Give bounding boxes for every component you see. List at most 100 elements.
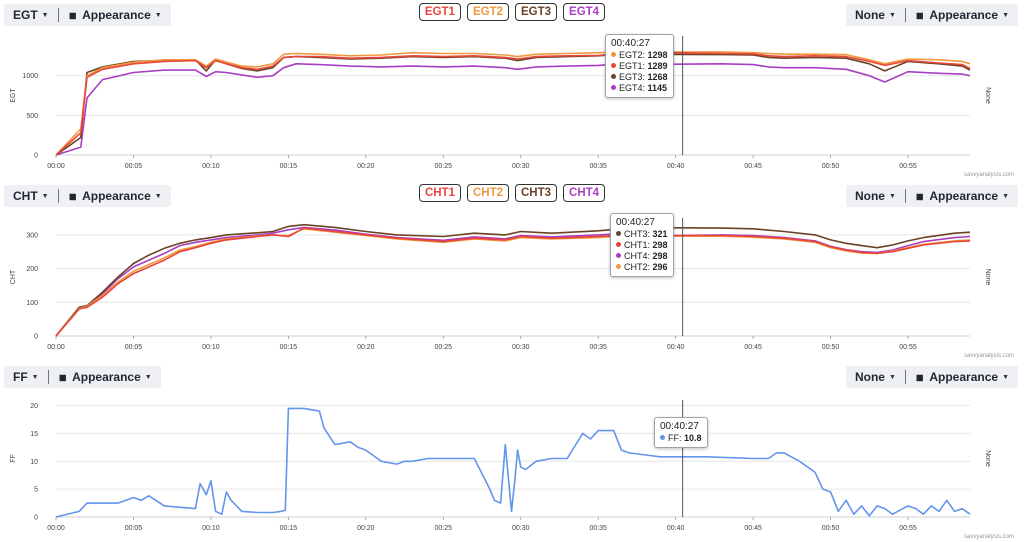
tooltip-time: 00:40:27	[611, 38, 650, 49]
x-tick-label: 00:35	[589, 525, 607, 532]
legend-item-cht4[interactable]: CHT4	[563, 184, 606, 202]
appearance-label: Appearance	[929, 370, 999, 384]
y-tick-label: 1000	[22, 73, 38, 80]
series-line-egt1	[55, 51, 971, 156]
egt-appearance-button[interactable]: ◆ Appearance ▼	[59, 8, 171, 23]
y-tick-label: 100	[26, 300, 38, 307]
y-axis-title: EGT	[10, 88, 17, 103]
cht-right-appearance-button[interactable]: ◆ Appearance ▼	[906, 189, 1018, 204]
legend-item-egt3[interactable]: EGT3	[515, 3, 558, 21]
chevron-down-icon: ▼	[154, 11, 162, 19]
egt-right-controls: None ▼ ◆ Appearance ▼	[845, 4, 1018, 26]
y-tick-label: 10	[30, 459, 38, 466]
ff-appearance-button[interactable]: ◆ Appearance ▼	[49, 370, 161, 385]
ff-right-select[interactable]: None ▼	[846, 370, 905, 384]
egt-right-appearance-button[interactable]: ◆ Appearance ▼	[906, 8, 1018, 23]
chevron-down-icon: ▼	[41, 11, 49, 19]
x-tick-label: 00:35	[589, 344, 607, 351]
tooltip-row: FF: 10.8	[660, 433, 702, 444]
ff-metric-select[interactable]: FF ▼	[4, 370, 48, 384]
series-dot	[616, 242, 621, 247]
x-tick-label: 00:55	[899, 344, 917, 351]
ff-right-controls: None ▼ ◆ Appearance ▼	[845, 366, 1018, 388]
cht-metric-select[interactable]: CHT ▼	[4, 189, 58, 203]
tooltip-value: 298	[652, 240, 668, 250]
egt-legend: EGT1 EGT2 EGT3 EGT4	[0, 3, 1024, 21]
tooltip-row: EGT4: 1145	[611, 83, 668, 94]
right-select-label: None	[854, 370, 885, 384]
legend-item-egt1[interactable]: EGT1	[418, 3, 461, 21]
cht-chart[interactable]: 0 100 200 300 00:00 00:05 00:10 00:15 00:20 00:25…	[0, 181, 1024, 361]
series-dot	[611, 52, 616, 57]
y-tick-label: 500	[26, 113, 38, 120]
cht-left-controls: CHT ▼ ◆ Appearance ▼	[4, 185, 171, 207]
tooltip-label: CHT4:	[624, 251, 651, 261]
tooltip-value: 10.8	[684, 433, 702, 443]
egt-chart[interactable]: 0 500 1000 00:00 00:05 00:10 00:15 00:20 00:25 00…	[0, 0, 1024, 180]
x-tick-label: 00:40	[667, 163, 685, 170]
tooltip-row: CHT3: 321	[616, 229, 668, 240]
tooltip-label: CHT2:	[624, 262, 651, 272]
legend-item-cht3[interactable]: CHT3	[515, 184, 558, 202]
watermark: savvyanalysis.com	[963, 172, 1014, 178]
series-line-egt2	[55, 51, 971, 156]
watermark: savvyanalysis.com	[963, 353, 1014, 359]
tooltip-value: 321	[652, 229, 668, 239]
cht-appearance-button[interactable]: ◆ Appearance ▼	[59, 189, 171, 204]
appearance-label: Appearance	[929, 8, 999, 22]
y-tick-label: 200	[26, 266, 38, 273]
x-tick-label: 00:30	[512, 163, 530, 170]
y-tick-label: 0	[34, 153, 38, 160]
x-tick-label: 00:05	[125, 163, 143, 170]
tooltip-label: EGT4:	[619, 83, 646, 93]
chevron-down-icon: ▼	[31, 373, 39, 381]
legend-item-egt4[interactable]: EGT4	[563, 3, 606, 21]
egt-right-select[interactable]: None ▼	[846, 8, 905, 22]
tooltip-value: 1289	[647, 61, 668, 71]
egt-metric-select[interactable]: EGT ▼	[4, 8, 58, 22]
series-dot	[611, 85, 616, 90]
cht-metric-label: CHT	[13, 189, 38, 203]
ff-left-controls: FF ▼ ◆ Appearance ▼	[4, 366, 161, 388]
appearance-label: Appearance	[82, 8, 151, 22]
series-line-ff	[55, 407, 971, 518]
series-dot	[616, 231, 621, 236]
legend-item-egt2[interactable]: EGT2	[466, 3, 509, 21]
x-tick-label: 00:35	[589, 163, 607, 170]
chevron-down-icon: ▼	[888, 373, 896, 381]
chevron-down-icon: ▼	[1002, 192, 1009, 200]
x-tick-label: 00:15	[280, 344, 298, 351]
ff-chart[interactable]: 0 5 10 15 20 00:00 00:05 00:10 00:15 00:20 00:25 00…	[0, 362, 1024, 542]
cht-panel: CHT ▼ ◆ Appearance ▼ CHT1 CHT2 CHT3 CHT4 No…	[0, 181, 1024, 361]
egt-toolbar: EGT ▼ ◆ Appearance ▼ EGT1 EGT2 EGT3 EGT4 No…	[0, 0, 1024, 28]
chevron-down-icon: ▼	[1002, 11, 1009, 19]
x-tick-label: 00:15	[280, 163, 298, 170]
cht-right-select[interactable]: None ▼	[846, 189, 905, 203]
series-dot	[660, 435, 665, 440]
x-tick-label: 00:40	[667, 344, 685, 351]
tooltip-row: EGT2: 1298	[611, 50, 668, 61]
tooltip-label: CHT1:	[624, 240, 651, 250]
x-tick-label: 00:40	[667, 525, 685, 532]
tooltip-row: EGT3: 1268	[611, 72, 668, 83]
tooltip-label: EGT2:	[619, 50, 646, 60]
y-tick-label: 20	[30, 403, 38, 410]
legend-item-cht1[interactable]: CHT1	[418, 184, 461, 202]
series-line-egt4	[55, 62, 971, 156]
divider	[904, 8, 906, 22]
x-tick-label: 00:55	[899, 525, 917, 532]
series-line-cht1	[55, 227, 971, 337]
ff-right-appearance-button[interactable]: ◆ Appearance ▼	[906, 370, 1018, 385]
x-tick-label: 00:30	[512, 525, 530, 532]
x-tick-label: 00:10	[202, 163, 220, 170]
chevron-down-icon: ▼	[1002, 373, 1009, 381]
chevron-down-icon: ▼	[888, 11, 896, 19]
x-tick-label: 00:15	[280, 525, 298, 532]
right-axis-title: None	[984, 450, 991, 467]
watermark: savvyanalysis.com	[963, 534, 1014, 540]
legend-item-cht2[interactable]: CHT2	[466, 184, 509, 202]
y-tick-label: 5	[34, 487, 38, 494]
chevron-down-icon: ▼	[41, 192, 49, 200]
right-select-label: None	[854, 189, 885, 203]
tooltip-value: 296	[652, 262, 668, 272]
